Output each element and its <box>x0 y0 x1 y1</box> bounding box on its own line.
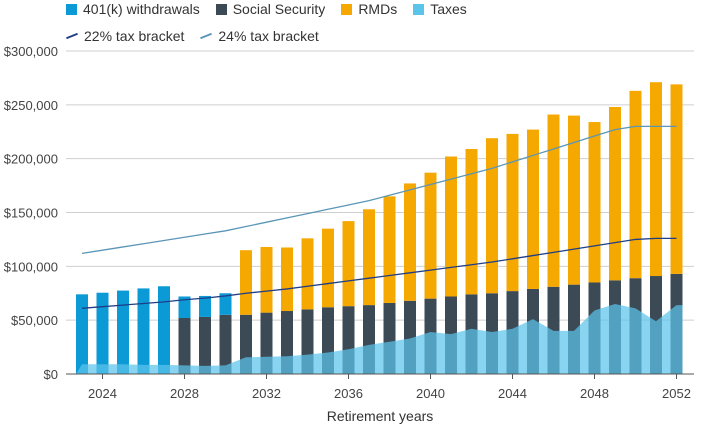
legend-swatch-social-security <box>215 3 227 15</box>
bar-401k-withdrawals <box>199 295 211 317</box>
y-tick-label: $200,000 <box>4 152 58 167</box>
legend-swatch-rmds <box>341 3 353 15</box>
bar-401k-withdrawals <box>117 290 129 374</box>
bar-rmds <box>240 250 252 315</box>
line-22-tax-bracket <box>81 237 677 309</box>
legend-swatch-taxes <box>413 3 425 15</box>
area-taxes <box>76 304 683 374</box>
bar-rmds <box>547 114 560 287</box>
bar-401k-withdrawals <box>96 292 109 374</box>
x-tick-label: 2040 <box>416 386 445 401</box>
bar-rmds <box>486 138 498 294</box>
bar-rmds <box>465 148 478 295</box>
bar-social-security <box>199 316 211 374</box>
bar-rmds <box>322 228 334 308</box>
bar-rmds <box>629 90 642 279</box>
y-tick-label: $300,000 <box>4 44 58 59</box>
x-tick-label: 2028 <box>170 386 199 401</box>
bar-rmds <box>568 115 580 285</box>
legend-item-social-security: Social Security <box>215 1 326 17</box>
x-tick-label: 2024 <box>88 386 117 401</box>
y-tick-label: $150,000 <box>4 206 58 221</box>
bar-rmds <box>424 172 437 299</box>
bar-rmds <box>445 156 457 297</box>
legend-label-social-security: Social Security <box>232 1 326 17</box>
x-tick-label: 2052 <box>662 386 691 401</box>
x-tick-label: 2048 <box>580 386 609 401</box>
legend-item-22-bracket: 22% tax bracket <box>66 28 184 44</box>
legend-label-401k: 401(k) withdrawals <box>83 1 200 17</box>
legend-row-lines: 22% tax bracket 24% tax bracket <box>66 27 335 45</box>
line-24-tax-bracket <box>81 125 677 255</box>
bar-rmds <box>527 129 539 289</box>
bar-rmds <box>609 106 621 281</box>
y-tick-label: $250,000 <box>4 98 58 113</box>
legend-item-401k: 401(k) withdrawals <box>66 1 200 17</box>
bar-rmds <box>506 133 519 292</box>
bar-rmds <box>363 209 375 306</box>
bar-rmds <box>342 221 355 307</box>
bar-401k-withdrawals <box>178 296 191 319</box>
legend-item-rmds: RMDs <box>341 1 397 17</box>
legend-item-24-bracket: 24% tax bracket <box>200 28 319 44</box>
legend-row-bars: 401(k) withdrawals Social Security RMDs … <box>66 0 483 18</box>
bar-401k-withdrawals <box>158 286 170 374</box>
legend-label-rmds: RMDs <box>358 1 398 17</box>
bar-rmds <box>670 84 683 274</box>
bar-rmds <box>260 246 273 313</box>
x-tick-label: 2032 <box>252 386 281 401</box>
legend-label-taxes: Taxes <box>430 1 467 17</box>
y-tick-label: $100,000 <box>4 259 58 274</box>
x-axis-label: Retirement years <box>327 408 434 424</box>
x-tick-label: 2036 <box>334 386 363 401</box>
bar-rmds <box>301 238 314 310</box>
y-tick-label: $0 <box>44 367 58 382</box>
bar-social-security <box>178 318 191 374</box>
bar-401k-withdrawals <box>76 294 88 374</box>
bar-social-security <box>219 314 232 374</box>
legend-label-22-bracket: 22% tax bracket <box>84 28 185 44</box>
bar-rmds <box>650 82 662 277</box>
legend-label-24-bracket: 24% tax bracket <box>218 28 319 44</box>
bar-rmds <box>588 122 601 283</box>
bar-rmds <box>404 183 416 301</box>
x-tick-label: 2044 <box>498 386 527 401</box>
legend-swatch-401k <box>66 3 77 15</box>
bar-401k-withdrawals <box>137 288 150 374</box>
y-tick-label: $50,000 <box>11 313 58 328</box>
bar-rmds <box>281 247 293 312</box>
legend-item-taxes: Taxes <box>413 1 467 17</box>
bar-rmds <box>383 196 396 303</box>
bar-401k-withdrawals <box>219 293 232 315</box>
